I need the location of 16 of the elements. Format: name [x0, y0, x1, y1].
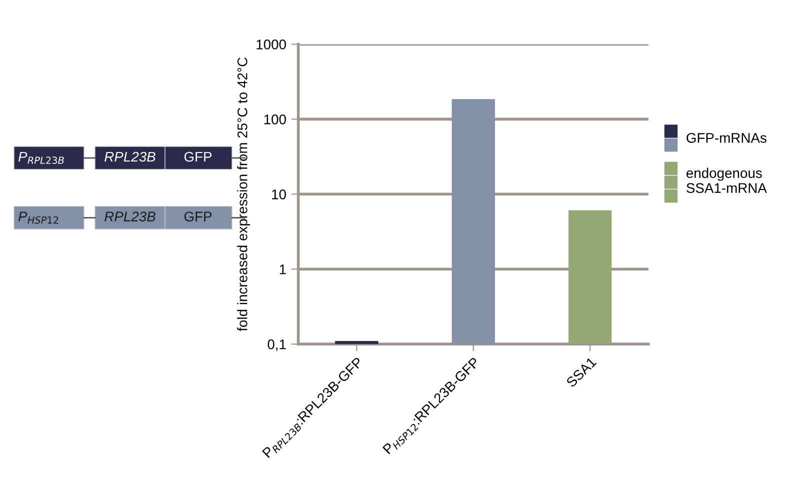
- y-tick-label: 100: [264, 114, 286, 124]
- y-tick-label: 0,1: [268, 339, 286, 351]
- y-tick-label: 1: [280, 264, 286, 274]
- x-tick-label: P$_{HSP12}$:RPL23B-GFP: [382, 356, 482, 456]
- x-tick-label: P$_{RPL23B}$:RPL23B-GFP: [262, 356, 365, 460]
- text: RPL23B: [104, 212, 156, 222]
- text: RPL23B: [104, 152, 156, 162]
- y-tick-label: 1000: [256, 40, 286, 50]
- text: GFP: [184, 212, 212, 222]
- text: P$_{HSP12}$: [18, 212, 58, 224]
- text: GFP: [184, 152, 212, 162]
- legend-label: GFP-mRNAs: [686, 133, 766, 143]
- legend-label: endogenous SSA1-mRNA: [686, 168, 767, 193]
- y-axis-title: fold increased expression from 25°C to 42°C: [237, 57, 250, 332]
- text: P$_{RPL23B}$: [18, 152, 64, 164]
- y-tick-label: 10: [272, 189, 286, 200]
